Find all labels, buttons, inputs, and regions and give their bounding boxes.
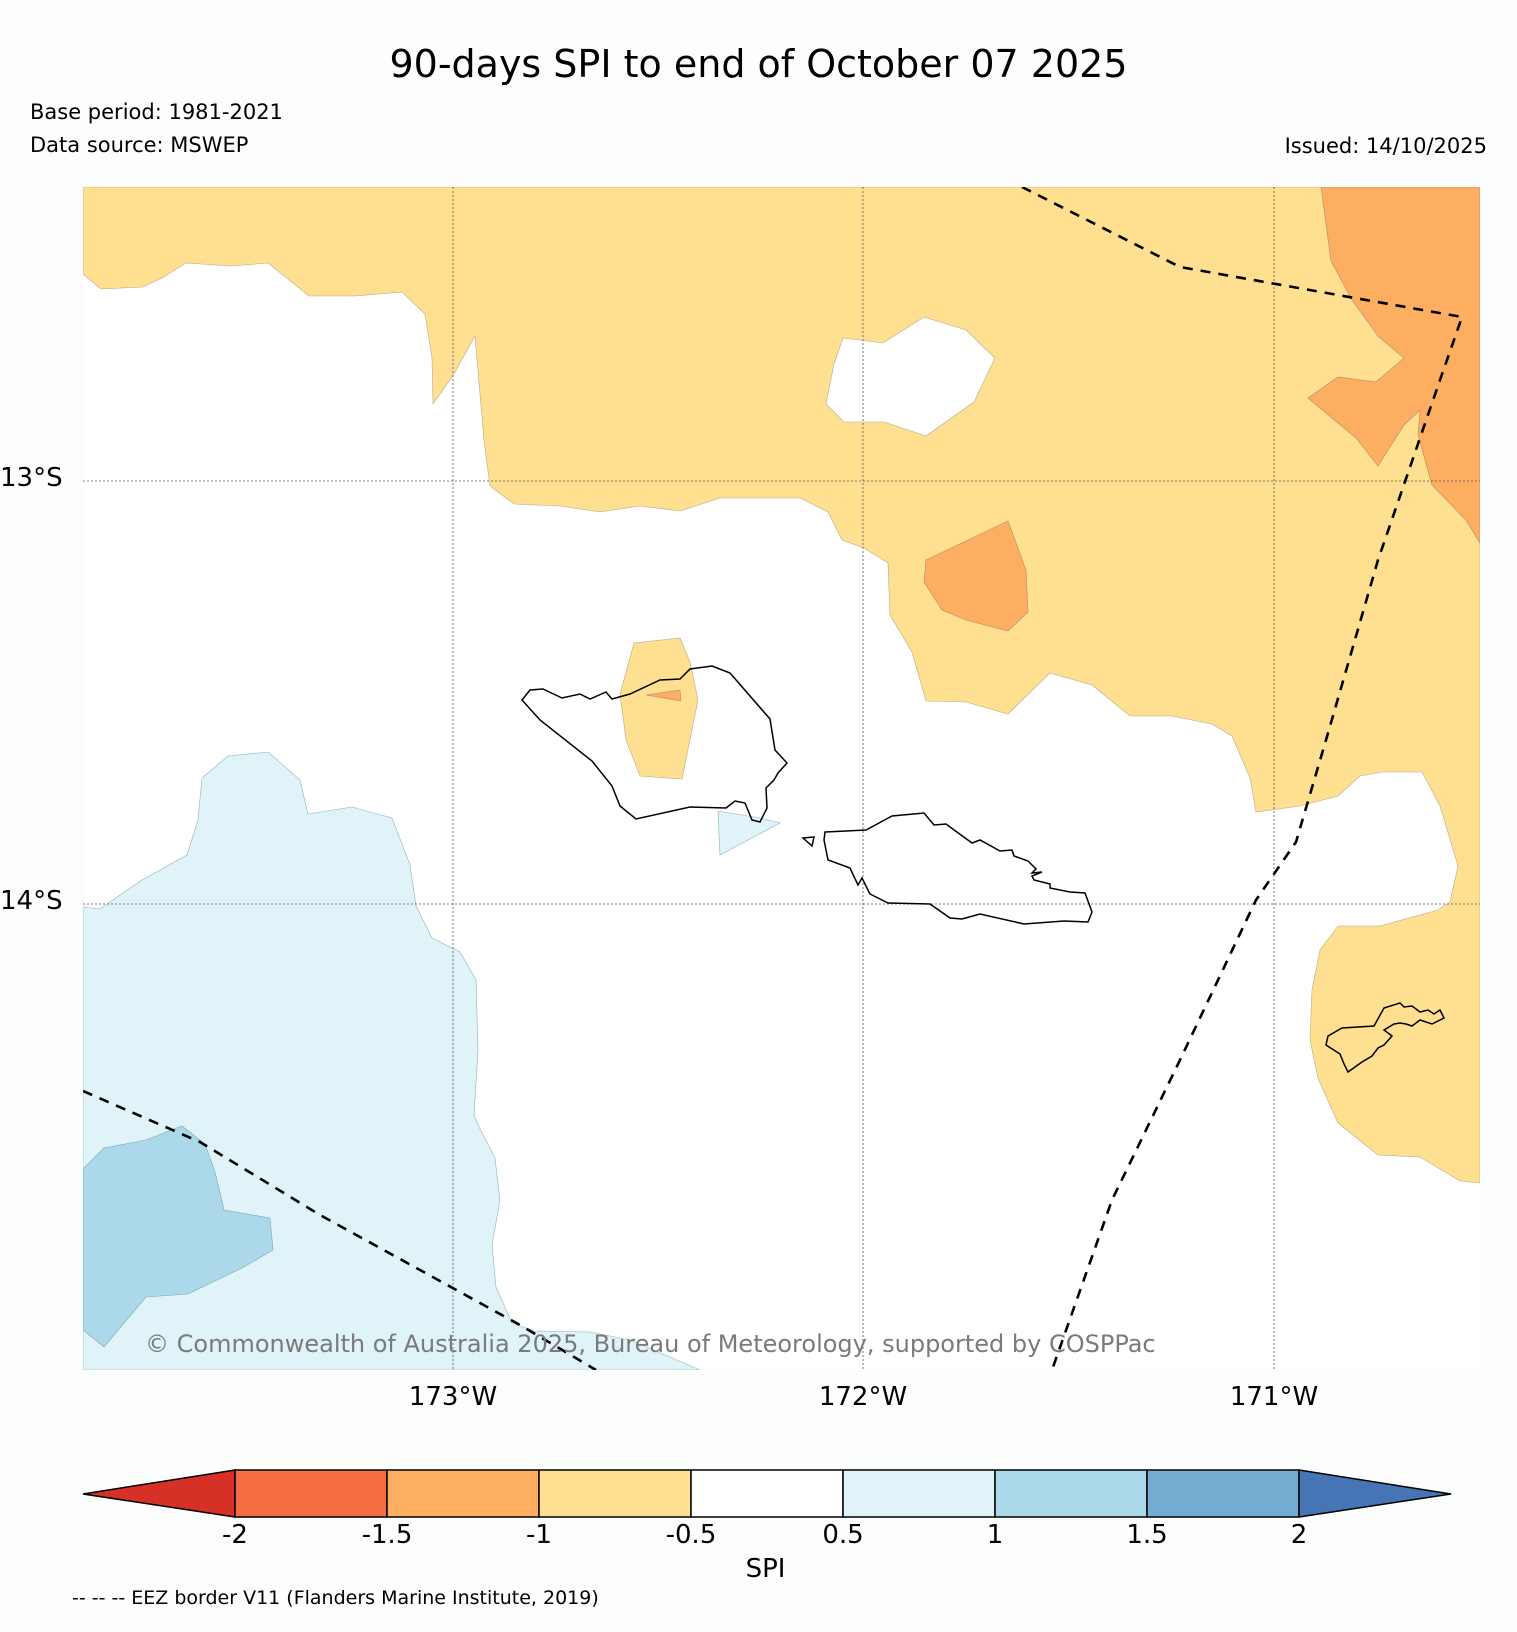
spi-region-wet-strait [717, 810, 781, 856]
spi-region-orange-central [923, 520, 1029, 632]
colorbar-tick: 1.5 [1126, 1520, 1168, 1550]
colorbar-segment [994, 1469, 1148, 1518]
colorbar-extend-high [1298, 1469, 1452, 1518]
data-source: Data source: MSWEP [30, 133, 249, 157]
colorbar-tick: -1 [526, 1520, 552, 1550]
spi-region-normal-hole [825, 316, 996, 437]
colorbar-tick: -0.5 [665, 1520, 717, 1550]
lon-label-173w: 173°W [408, 1382, 498, 1412]
lon-label-171w: 171°W [1229, 1382, 1319, 1412]
copyright-watermark: © Commonwealth of Australia 2025, Bureau… [145, 1330, 1156, 1358]
spi-region-wet-southwest [83, 1125, 274, 1348]
map-title: 90-days SPI to end of October 07 2025 [389, 42, 1128, 86]
upolu-coastline [823, 812, 1093, 925]
colorbar-segment [386, 1469, 540, 1518]
issued-date: Issued: 14/10/2025 [1284, 134, 1487, 158]
colorbar-extend-low [82, 1469, 236, 1518]
colorbar-segment [538, 1469, 692, 1518]
colorbar-label: SPI [745, 1554, 786, 1584]
eez-border-southwest [83, 1089, 597, 1370]
colorbar-segment [842, 1469, 996, 1518]
eez-border-northeast [1021, 187, 1464, 1370]
spi-region-dry-north [83, 187, 1480, 1184]
lon-label-172w: 172°W [818, 1382, 908, 1412]
coastlines [521, 665, 1446, 1074]
spi-region-orange-small [645, 689, 682, 702]
lat-label-14s: 14°S [0, 886, 63, 916]
colorbar-tick: -2 [222, 1520, 248, 1550]
spi-region-dry-upolu [619, 637, 699, 780]
eez-borders [83, 187, 1464, 1370]
spi-region-orange-northeast [1307, 187, 1480, 544]
colorbar-tick: 0.5 [822, 1520, 864, 1550]
base-period: Base period: 1981-2021 [30, 100, 283, 124]
graticule [83, 187, 1480, 1370]
colorbar-segment [1146, 1469, 1300, 1518]
apolima-coastline [801, 836, 815, 848]
colorbar-tick: 1 [986, 1520, 1004, 1550]
lat-label-13s: 13°S [0, 463, 63, 493]
colorbar [82, 1469, 1452, 1518]
eez-legend-note: -- -- -- EEZ border V11 (Flanders Marine… [72, 1587, 599, 1609]
savaii-coastline [521, 665, 789, 823]
colorbar-segment [234, 1469, 388, 1518]
tutuila-coastline [1325, 1002, 1446, 1074]
colorbar-tick: -1.5 [361, 1520, 413, 1550]
colorbar-tick: 2 [1290, 1520, 1308, 1550]
colorbar-segment [690, 1469, 844, 1518]
